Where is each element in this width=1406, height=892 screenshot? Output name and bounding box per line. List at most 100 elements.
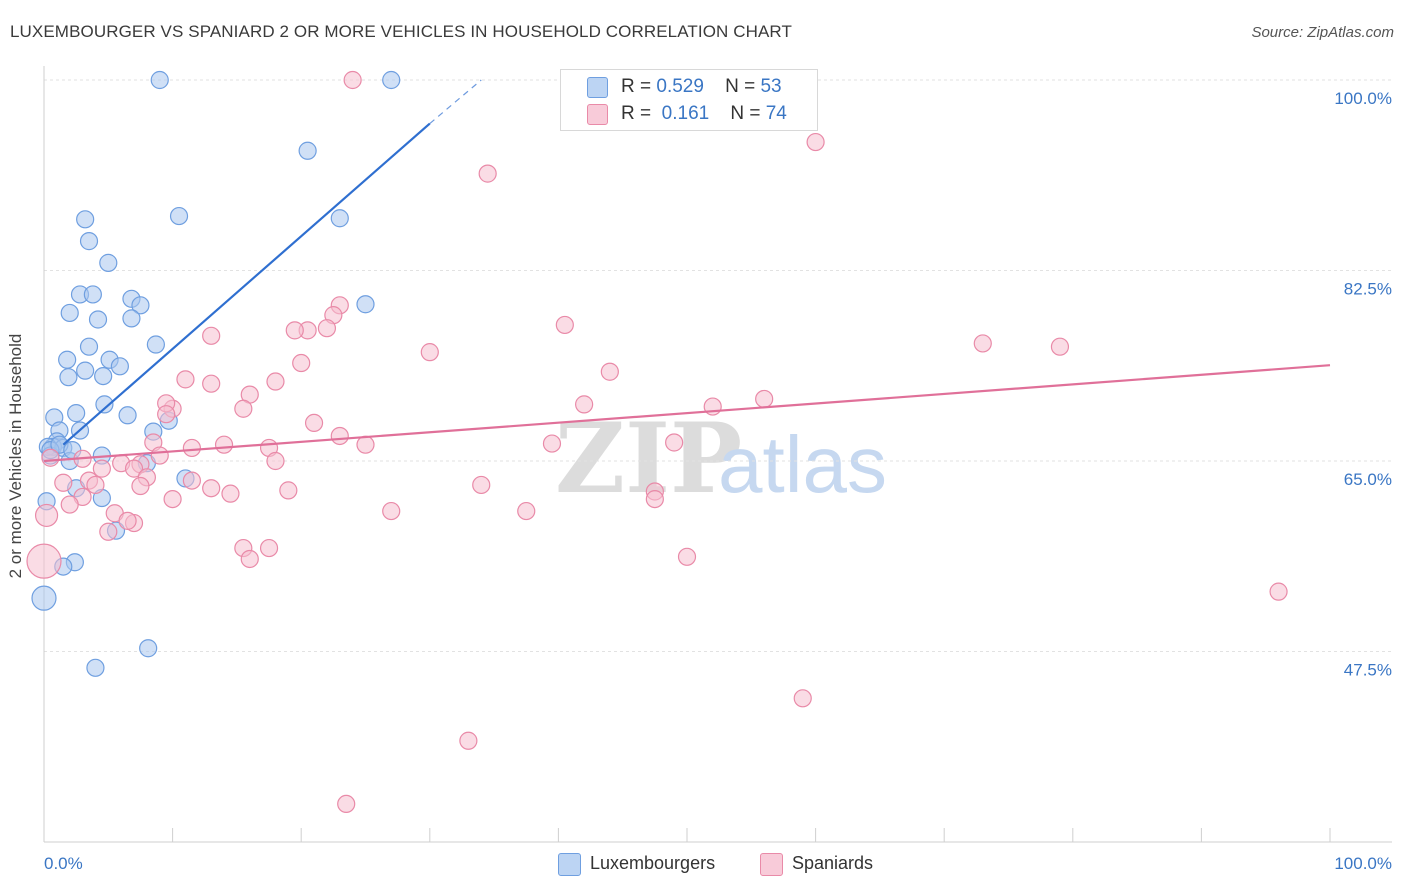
- spaniard-point: [182, 471, 201, 490]
- luxembourger-point: [146, 335, 165, 354]
- legend-swatch-pink: [587, 104, 608, 125]
- spaniard-point: [478, 164, 497, 183]
- spaniard-point: [337, 794, 356, 814]
- spaniard-point: [420, 343, 439, 362]
- r-value: 0.161: [661, 103, 710, 124]
- legend-stats: R = 0.161 N = 74: [621, 103, 787, 124]
- spaniard-point: [575, 395, 594, 414]
- spaniard-point: [131, 476, 150, 496]
- luxembourger-point: [99, 253, 118, 272]
- spaniard-point: [176, 370, 195, 389]
- spaniard-point: [60, 495, 79, 514]
- luxembourger-point: [94, 366, 113, 386]
- spaniard-point: [202, 479, 221, 498]
- spaniard-point: [214, 435, 234, 454]
- n-value: 53: [760, 76, 782, 97]
- spaniard-point: [285, 321, 304, 340]
- luxembourger-point: [31, 585, 57, 611]
- spaniard-point: [645, 490, 664, 509]
- spaniard-point: [150, 446, 169, 465]
- spaniard-point: [677, 547, 697, 566]
- luxembourger-point: [330, 209, 349, 228]
- spaniard-trend-line: [43, 364, 1331, 463]
- x-tick-label: 0.0%: [44, 854, 83, 873]
- spaniard-point: [221, 484, 240, 503]
- spaniard-point: [472, 475, 491, 495]
- luxembourger-point: [122, 309, 141, 328]
- legend-swatch-pink: [760, 853, 783, 876]
- spaniard-point: [517, 501, 536, 521]
- luxembourger-point: [169, 206, 189, 226]
- spaniard-point: [279, 481, 298, 500]
- spaniard-point: [202, 326, 221, 345]
- spaniard-point: [793, 689, 812, 708]
- luxembourger-point: [83, 285, 102, 304]
- spaniard-point: [240, 549, 259, 569]
- y-tick-label: 47.5%: [1344, 661, 1392, 680]
- spaniard-point: [266, 451, 285, 471]
- y-tick-label: 100.0%: [1334, 89, 1392, 108]
- spaniard-point: [542, 434, 562, 453]
- spaniard-point: [86, 475, 105, 495]
- correlation-legend: R = 0.529 N = 53 R = 0.161 N = 74: [560, 69, 818, 131]
- spaniard-point: [459, 731, 478, 750]
- luxembourger-trend-extension: [429, 79, 482, 125]
- spaniard-point: [317, 319, 337, 338]
- spaniard-point: [356, 435, 375, 454]
- spaniard-point: [54, 473, 73, 492]
- spaniard-point: [182, 438, 201, 458]
- luxembourger-trend-line: [62, 122, 431, 446]
- legend-swatch-blue: [587, 77, 608, 98]
- luxembourger-point: [76, 361, 95, 380]
- y-tick-label: 82.5%: [1344, 280, 1392, 299]
- spaniard-point: [34, 503, 59, 528]
- spaniard-point: [202, 374, 221, 393]
- spaniard-point: [806, 132, 825, 152]
- r-value: 0.529: [656, 76, 704, 97]
- spaniard-point: [1050, 337, 1070, 356]
- spaniard-point: [304, 413, 324, 432]
- luxembourger-point: [118, 406, 137, 425]
- spaniard-point: [330, 426, 349, 446]
- luxembourger-point: [67, 404, 86, 423]
- legend-label: Luxembourgers: [590, 853, 716, 873]
- spaniard-point: [382, 501, 401, 521]
- spaniard-point: [292, 353, 311, 373]
- luxembourger-point: [59, 368, 78, 387]
- spaniard-point: [163, 490, 182, 509]
- spaniard-point: [124, 459, 144, 478]
- spaniard-point: [41, 448, 60, 467]
- chart-title: LUXEMBOURGER VS SPANIARD 2 OR MORE VEHIC…: [10, 22, 792, 41]
- legend-stats: R = 0.529 N = 53: [621, 76, 782, 97]
- luxembourger-point: [79, 232, 99, 251]
- luxembourger-point: [382, 70, 401, 90]
- luxembourger-point: [356, 295, 375, 314]
- spaniard-point: [755, 389, 774, 409]
- luxembourger-point: [95, 395, 114, 414]
- watermark-atlas: atlas: [718, 420, 887, 509]
- luxembourger-point: [88, 310, 108, 329]
- luxembourger-point: [298, 141, 317, 160]
- n-value: 74: [765, 103, 787, 124]
- y-tick-label: 65.0%: [1344, 470, 1392, 489]
- spaniard-point: [600, 362, 619, 381]
- source-credit: Source: ZipAtlas.com: [1251, 24, 1394, 41]
- spaniard-point: [973, 334, 992, 353]
- luxembourger-point: [86, 658, 105, 677]
- spaniard-point: [92, 459, 111, 478]
- spaniard-point: [555, 315, 574, 335]
- x-tick-label: 100.0%: [1334, 854, 1392, 873]
- spaniard-point: [99, 522, 118, 541]
- luxembourger-point: [139, 639, 158, 658]
- spaniard-point: [1269, 582, 1288, 601]
- luxembourger-point: [76, 210, 95, 229]
- spaniard-point: [266, 372, 285, 391]
- spaniard-point: [234, 399, 253, 418]
- legend-swatch-blue: [558, 853, 581, 876]
- luxembourger-point: [58, 350, 77, 369]
- spaniard-point: [665, 433, 684, 452]
- spaniard-point: [118, 511, 137, 530]
- spaniard-point: [157, 405, 176, 424]
- spaniard-point: [26, 543, 62, 579]
